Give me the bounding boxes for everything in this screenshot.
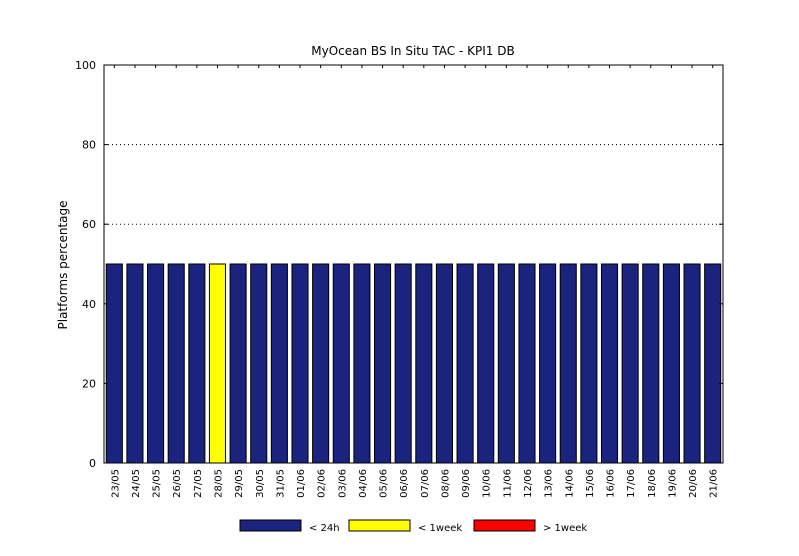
bar-29-05-series-0 [229, 263, 247, 464]
x-tick-label-19-06: 19/06 [667, 469, 678, 498]
bar-16-06-series-0 [600, 263, 619, 464]
x-tick-label-20-06: 20/06 [688, 469, 699, 498]
bar-09-06-series-0 [456, 263, 474, 464]
bars [105, 263, 722, 464]
x-tick-label-25-05: 25/05 [152, 469, 163, 498]
legend-swatch-1 [348, 519, 411, 532]
x-tick-label-05-06: 05/06 [379, 469, 390, 498]
legend-swatch-2 [473, 519, 536, 532]
x-tick-label-21-06: 21/06 [709, 469, 720, 498]
y-tick-label-20: 20 [82, 377, 96, 390]
bar-21-06-series-0 [704, 263, 722, 464]
x-tick-label-03-06: 03/06 [337, 469, 348, 498]
legend-label-0: < 24h [309, 523, 340, 534]
bar-02-06-series-0 [312, 263, 330, 464]
bar-20-06-series-0 [683, 263, 701, 464]
plot-area-frame [103, 64, 724, 464]
bar-06-06-series-0 [394, 263, 412, 464]
bar-10-06-series-0 [477, 263, 495, 464]
bar-31-05-series-0 [270, 263, 288, 464]
x-tick-label-18-06: 18/06 [647, 469, 658, 498]
y-axis-label: Platforms percentage [56, 201, 70, 330]
bar-17-06-series-0 [621, 263, 639, 464]
x-tick-label-14-06: 14/06 [564, 469, 575, 498]
x-tick-label-12-06: 12/06 [523, 469, 534, 498]
x-tick-label-17-06: 17/06 [626, 469, 637, 498]
x-tick-label-04-06: 04/06 [358, 469, 369, 498]
x-tick-label-23-05: 23/05 [110, 469, 121, 498]
x-tick-label-24-05: 24/05 [131, 469, 142, 498]
legend-swatch-0 [239, 519, 302, 532]
x-tick-label-02-06: 02/06 [317, 469, 328, 498]
x-tick-label-31-05: 31/05 [275, 469, 286, 498]
bar-18-06-series-0 [642, 263, 660, 464]
bar-08-06-series-0 [435, 263, 453, 464]
bar-15-06-series-0 [580, 263, 598, 464]
x-tick-label-01-06: 01/06 [296, 469, 307, 498]
bar-13-06-series-0 [539, 263, 557, 464]
x-tick-label-26-05: 26/05 [172, 469, 183, 498]
legend: < 24h < 1week > 1week [239, 519, 587, 534]
x-tick-label-08-06: 08/06 [440, 469, 451, 498]
y-tick-label-0: 0 [89, 457, 96, 470]
x-tick-label-10-06: 10/06 [482, 469, 493, 498]
x-tick-label-06-06: 06/06 [399, 469, 410, 498]
x-tick-label-09-06: 09/06 [461, 469, 472, 498]
y-tick-label-40: 40 [82, 298, 96, 311]
x-tick-label-16-06: 16/06 [606, 469, 617, 498]
bar-19-06-series-0 [662, 263, 680, 464]
grid-lines [104, 64, 723, 225]
bar-11-06-series-0 [497, 263, 515, 464]
bar-25-05-series-0 [147, 263, 165, 464]
bar-01-06-series-0 [291, 263, 309, 464]
y-tick-label-80: 80 [82, 139, 96, 152]
x-axis: 23/05 24/05 25/05 26/05 27/05 28/05 29/05 30/05… [110, 65, 720, 498]
bar-04-06-series-0 [353, 263, 371, 464]
x-tick-label-28-05: 28/05 [213, 469, 224, 498]
bar-27-05-series-0 [188, 263, 206, 464]
bar-05-06-series-0 [374, 263, 392, 464]
bar-23-05-series-0 [105, 263, 123, 464]
x-tick-label-13-06: 13/06 [544, 469, 555, 498]
bar-14-06-series-0 [559, 263, 577, 464]
legend-label-2: > 1week [543, 523, 587, 534]
chart-title: MyOcean BS In Situ TAC - KPI1 DB [311, 44, 514, 58]
x-tick-label-11-06: 11/06 [502, 469, 513, 498]
x-tick-label-27-05: 27/05 [193, 469, 204, 498]
bar-26-05-series-0 [167, 263, 185, 464]
bar-28-05-series-1 [208, 263, 227, 464]
y-tick-label-60: 60 [82, 218, 96, 231]
y-axis: 0 20 40 60 80 100 [75, 59, 723, 470]
bar-30-05-series-0 [250, 263, 268, 464]
bar-12-06-series-0 [518, 263, 536, 464]
bar-03-06-series-0 [332, 263, 350, 464]
x-tick-label-29-05: 29/05 [234, 469, 245, 498]
bar-24-05-series-0 [126, 263, 144, 464]
x-tick-label-30-05: 30/05 [255, 469, 266, 498]
x-tick-label-07-06: 07/06 [420, 469, 431, 498]
x-tick-label-15-06: 15/06 [585, 469, 596, 498]
y-tick-label-100: 100 [75, 59, 96, 72]
legend-label-1: < 1week [418, 523, 462, 534]
bar-07-06-series-0 [415, 263, 433, 464]
